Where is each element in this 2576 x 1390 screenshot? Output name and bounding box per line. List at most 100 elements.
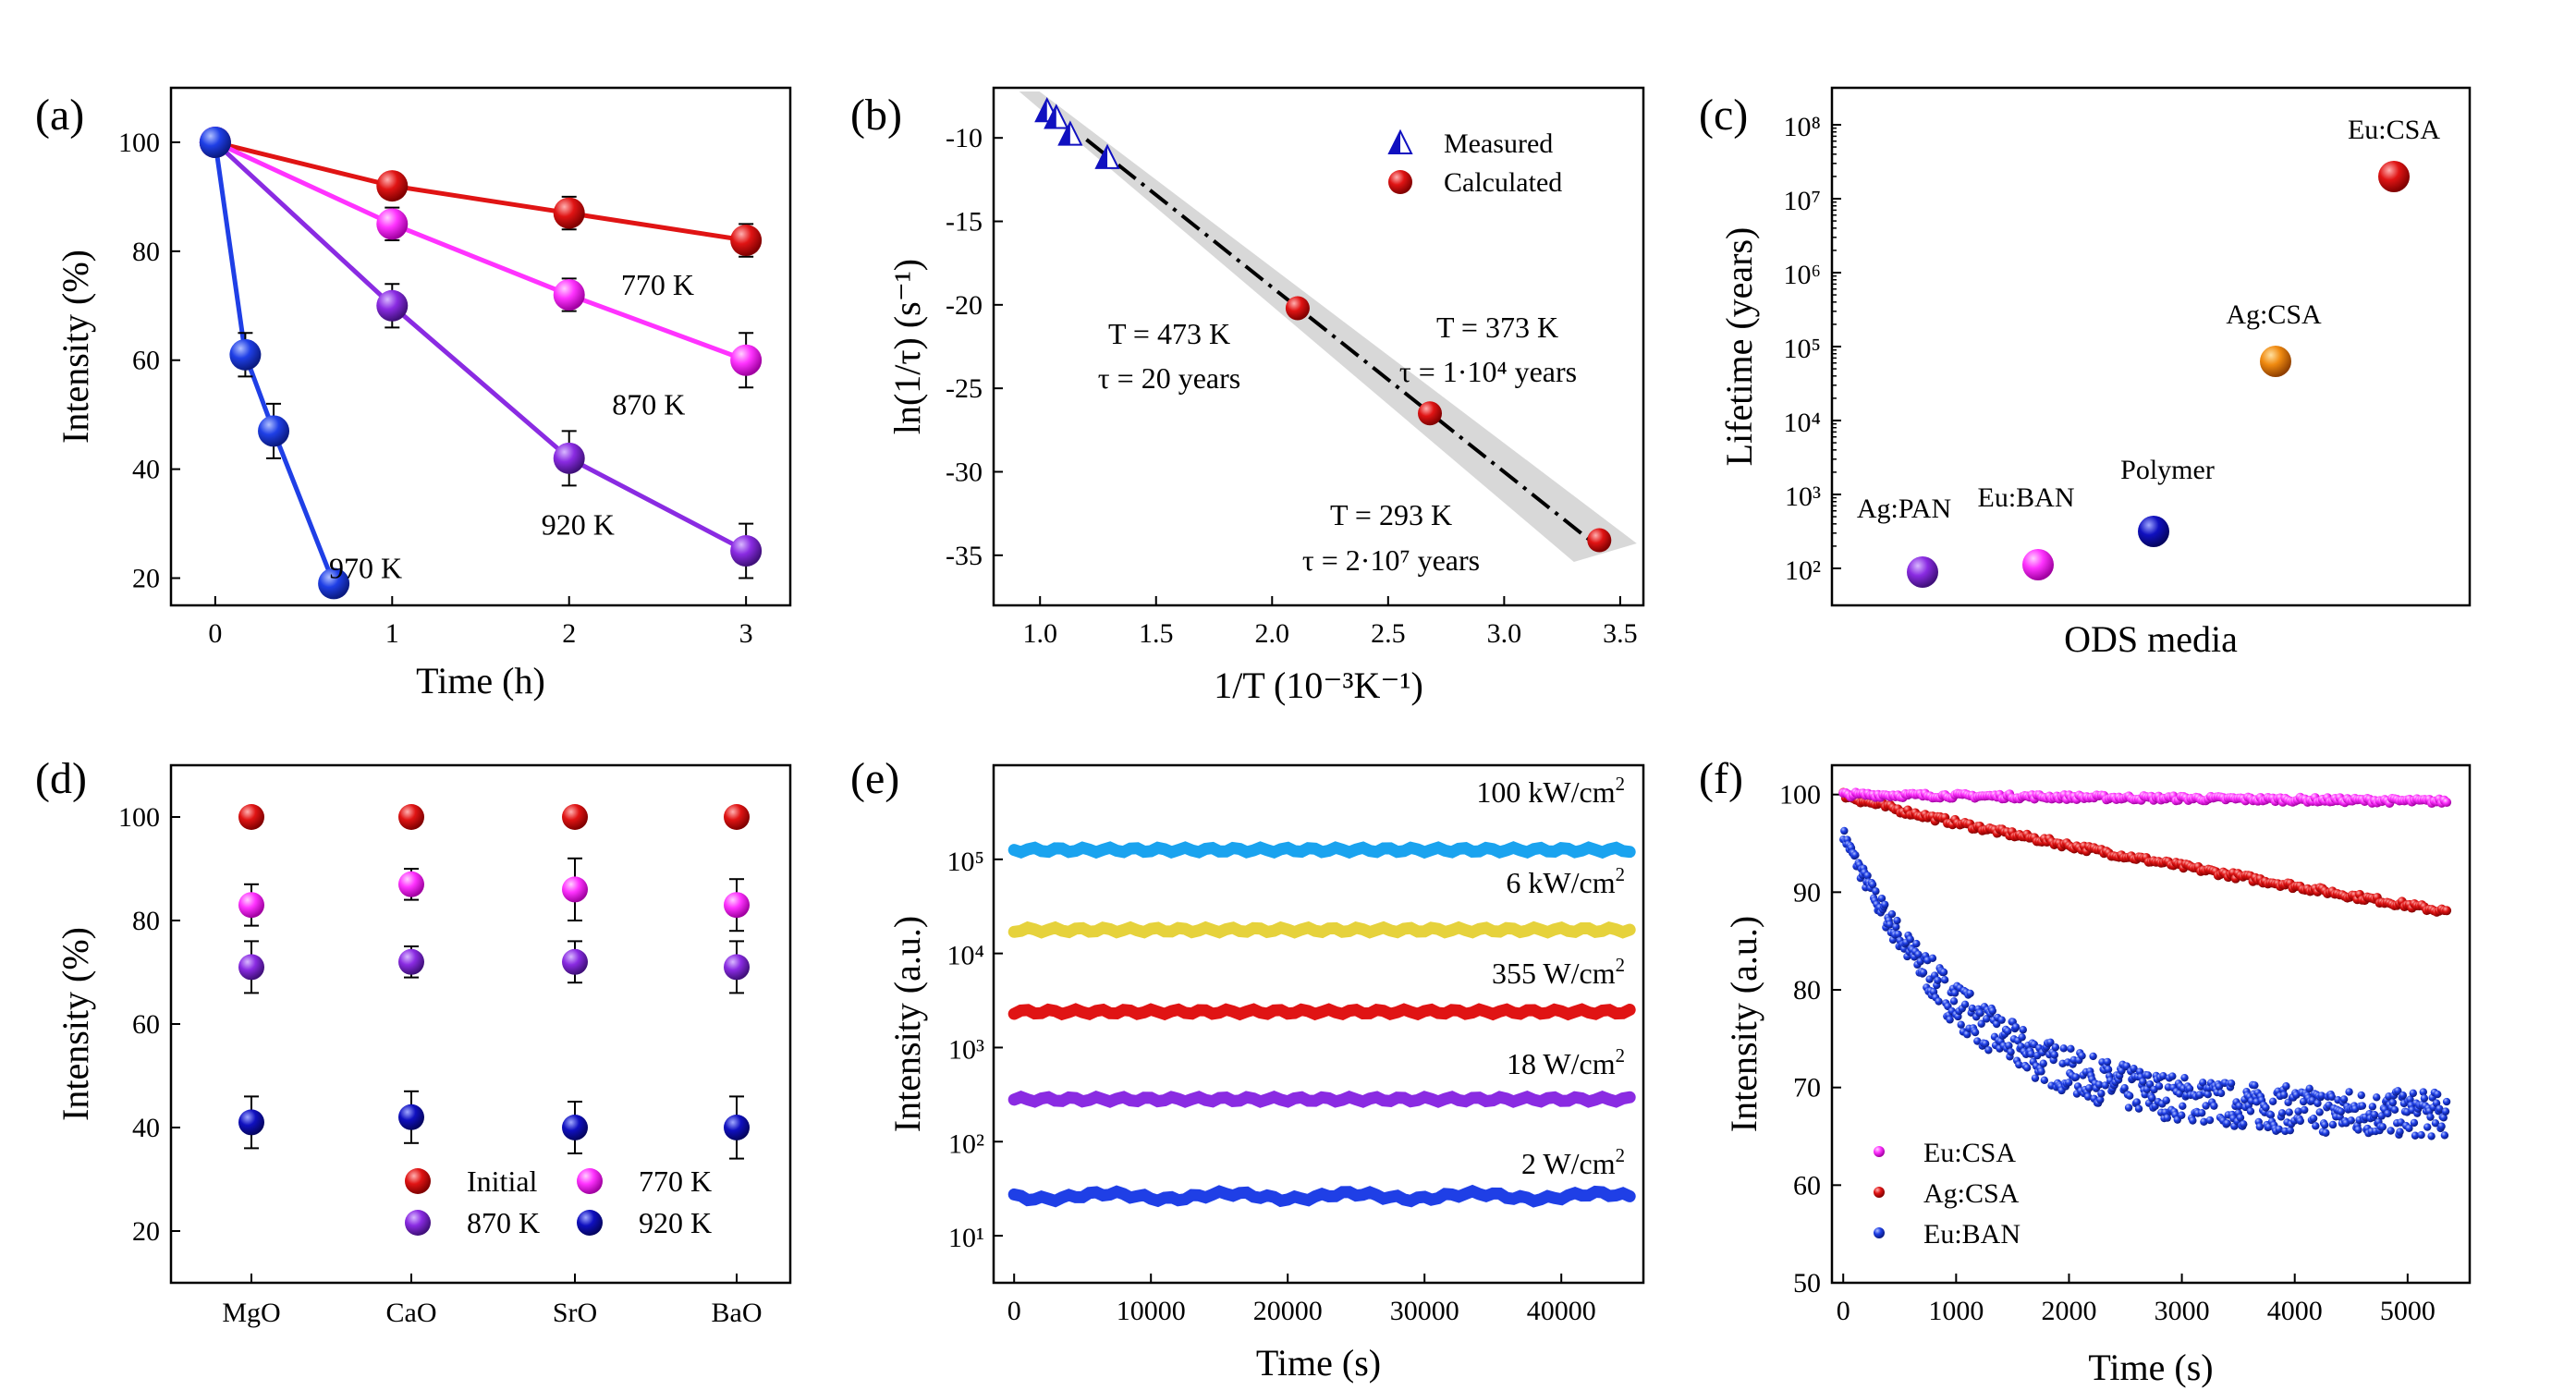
eu-ban-point bbox=[2065, 1079, 2073, 1087]
data-point bbox=[553, 279, 585, 311]
series-annotation: 770 K bbox=[621, 268, 694, 301]
axes-frame bbox=[169, 763, 792, 1285]
y-tick-label: -10 bbox=[946, 123, 983, 153]
y-tick-label: 10² bbox=[948, 1128, 984, 1159]
eu-ban-point bbox=[2185, 1084, 2194, 1093]
y-axis-label: Intensity (a.u.) bbox=[1723, 916, 1764, 1132]
eu-ban-point bbox=[1840, 826, 1849, 835]
axes-frame bbox=[1830, 763, 2472, 1285]
eu-ban-point bbox=[2005, 1042, 2013, 1050]
eu-ban-point bbox=[2180, 1073, 2189, 1082]
media-label: Polymer bbox=[2120, 455, 2215, 485]
eu-ban-point bbox=[1935, 997, 1943, 1006]
data-point bbox=[238, 1109, 264, 1136]
data-point bbox=[398, 1103, 424, 1130]
eu-ban-point bbox=[2312, 1122, 2320, 1130]
x-tick-label: 0 bbox=[1007, 1296, 1021, 1326]
y-tick-label: 80 bbox=[132, 237, 160, 267]
power-series-line bbox=[1007, 1003, 1636, 1021]
eu-ban-point bbox=[2441, 1107, 2450, 1116]
eu-ban-point bbox=[2096, 1095, 2105, 1104]
eu-ban-point bbox=[1966, 989, 1974, 998]
eu-ban-point bbox=[2236, 1114, 2245, 1122]
eu-ban-point bbox=[2104, 1066, 2113, 1074]
eu-ban-point bbox=[2373, 1093, 2381, 1102]
data-point bbox=[562, 1115, 588, 1140]
eu-ban-point bbox=[1894, 930, 1902, 939]
eu-ban-point bbox=[2139, 1078, 2147, 1086]
eu-ban-point bbox=[2285, 1108, 2293, 1116]
y-tick-label: 20 bbox=[132, 1216, 160, 1247]
eu-ban-point bbox=[2358, 1102, 2367, 1110]
y-tick-label: 80 bbox=[132, 906, 160, 936]
x-tick-label: 2000 bbox=[2041, 1296, 2096, 1326]
eu-ban-point bbox=[1851, 850, 1860, 860]
data-point bbox=[730, 344, 763, 376]
legend-label: Initial bbox=[467, 1164, 538, 1198]
eu-ban-point bbox=[2037, 1067, 2045, 1076]
eu-ban-point bbox=[2084, 1084, 2094, 1092]
eu-ban-point bbox=[2050, 1051, 2059, 1059]
y-tick-label: -15 bbox=[946, 207, 983, 238]
x-tick-label: 1 bbox=[385, 618, 399, 649]
y-axis-label: Intensity (%) bbox=[55, 250, 96, 444]
legend-marker bbox=[1874, 1227, 1885, 1238]
eu-ban-point bbox=[2275, 1125, 2283, 1134]
eu-ban-point bbox=[2132, 1098, 2142, 1106]
eu-ban-point bbox=[1940, 976, 1949, 984]
eu-ban-point bbox=[2223, 1119, 2231, 1128]
eu-ban-point bbox=[2420, 1094, 2429, 1103]
eu-ban-point bbox=[2083, 1092, 2093, 1101]
y-tick-label: 10⁸ bbox=[1784, 112, 1821, 142]
x-axis-label: Time (s) bbox=[2088, 1347, 2213, 1388]
eu-ban-point bbox=[1906, 935, 1914, 944]
x-tick-label: 2.5 bbox=[1371, 618, 1406, 649]
eu-ban-point bbox=[1892, 922, 1900, 932]
eu-ban-point bbox=[1872, 887, 1880, 896]
y-tick-label: 40 bbox=[132, 455, 160, 485]
eu-ban-point bbox=[1968, 1004, 1976, 1013]
eu-ban-point bbox=[1877, 894, 1886, 903]
x-axis-label: Time (s) bbox=[1256, 1342, 1381, 1384]
eu-ban-point bbox=[1912, 939, 1921, 948]
y-tick-label: 40 bbox=[132, 1113, 160, 1143]
eu-ban-point bbox=[2094, 1080, 2104, 1089]
media-label: Eu:BAN bbox=[1978, 482, 2075, 513]
x-tick-label: SrO bbox=[553, 1298, 597, 1328]
panel-label-b: (b) bbox=[850, 91, 902, 140]
eu-ban-point bbox=[2101, 1081, 2109, 1090]
eu-ban-point bbox=[2431, 1119, 2440, 1128]
eu-ban-point bbox=[2027, 1050, 2035, 1058]
y-tick-label: -25 bbox=[946, 373, 983, 404]
eu-ban-point bbox=[2198, 1109, 2206, 1117]
y-tick-label: 60 bbox=[132, 346, 160, 376]
panel-label-a: (a) bbox=[35, 91, 84, 140]
eu-ban-point bbox=[1946, 1016, 1954, 1024]
temperature-annotation: T = 373 K bbox=[1436, 311, 1558, 344]
x-axis-label: ODS media bbox=[2064, 618, 2238, 660]
eu-ban-point bbox=[2155, 1082, 2164, 1091]
eu-ban-point bbox=[2097, 1090, 2106, 1098]
eu-ban-point bbox=[2282, 1082, 2290, 1091]
eu-ban-point bbox=[2216, 1089, 2226, 1098]
eu-ban-point bbox=[2148, 1093, 2156, 1103]
x-tick-label: 40000 bbox=[1527, 1296, 1596, 1326]
eu-ban-point bbox=[2015, 1060, 2023, 1069]
data-point bbox=[376, 170, 409, 202]
eu-ban-point bbox=[2309, 1114, 2318, 1123]
measured-point-fill bbox=[1044, 105, 1056, 128]
measured-point-fill bbox=[1058, 122, 1070, 145]
y-tick-label: 10⁵ bbox=[947, 847, 984, 877]
eu-ban-point bbox=[2089, 1052, 2097, 1061]
panel-c: 10² 10³ 10⁴ 10⁵ 10⁶ 10⁷ 10⁸ ODS media Lifetime (… bbox=[1718, 86, 2472, 660]
eu-ban-point bbox=[2314, 1099, 2322, 1107]
y-tick-label: 60 bbox=[132, 1009, 160, 1040]
eu-ban-point bbox=[2011, 1023, 2021, 1031]
eu-ban-point bbox=[2377, 1112, 2386, 1120]
eu-ban-point bbox=[1971, 1028, 1980, 1037]
media-label: Ag:CSA bbox=[2226, 299, 2322, 330]
calculated-point bbox=[1587, 528, 1612, 553]
x-tick-label: 20000 bbox=[1253, 1296, 1323, 1326]
calculated-point bbox=[1418, 401, 1443, 426]
